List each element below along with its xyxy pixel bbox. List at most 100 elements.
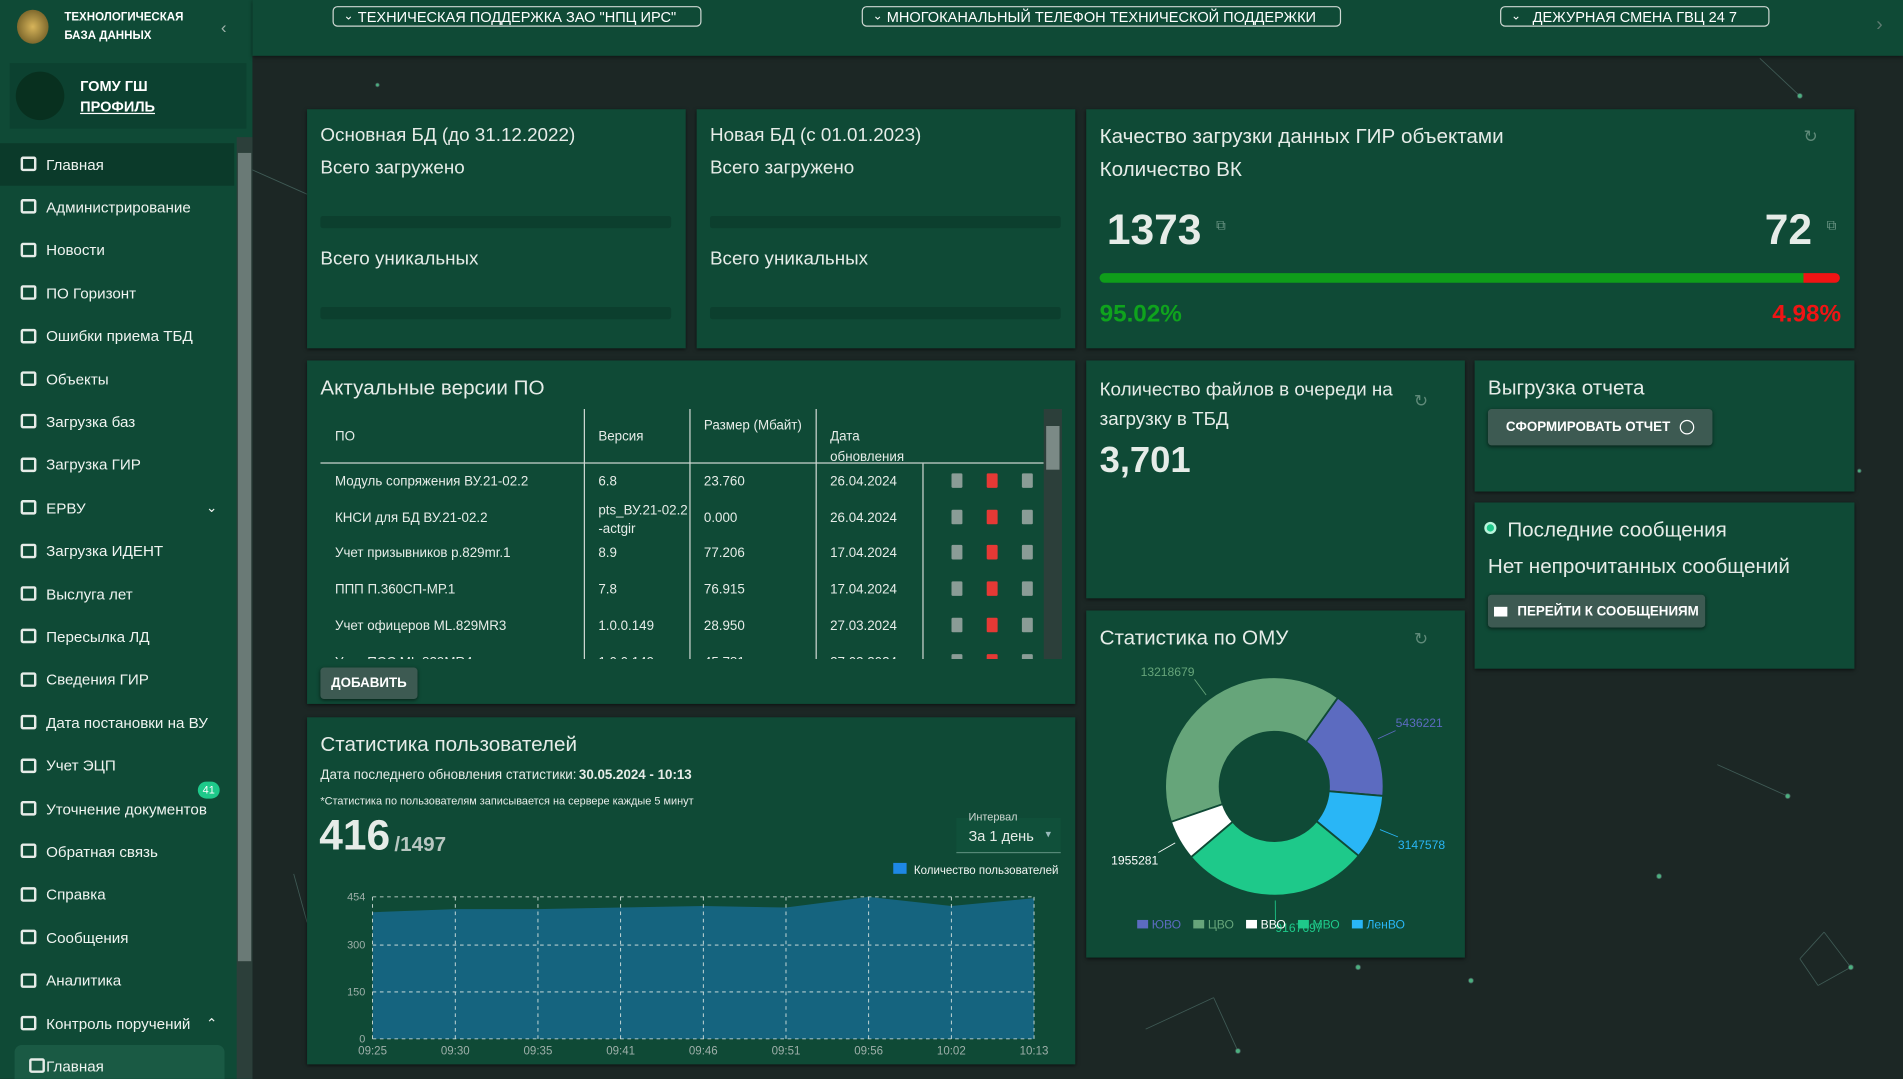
brand-text: БАЗА ДАННЫХ [64, 29, 151, 42]
edit-icon[interactable] [1022, 473, 1033, 488]
ok-percent: 95.02% [1100, 301, 1182, 329]
menu-icon [21, 930, 37, 945]
menu-label: ЕРВУ [46, 500, 86, 517]
logo [17, 10, 49, 44]
refresh-icon[interactable]: ↻ [1803, 126, 1817, 147]
menu-item[interactable]: Сведения ГИР [0, 659, 234, 701]
menu-icon [21, 543, 37, 558]
menu-item[interactable]: Контроль поручений ⌃ [0, 1002, 234, 1044]
menu-item[interactable]: Обратная связь [0, 831, 234, 873]
menu-item[interactable]: Главная [15, 1045, 225, 1079]
menu-item[interactable]: Дата постановки на ВУ [0, 702, 234, 744]
collapse-icon: ⌃ [206, 1016, 217, 1032]
menu-item[interactable]: Выслуга лет [0, 573, 234, 615]
report-button[interactable]: СФОРМИРОВАТЬ ОТЧЕТ [1488, 409, 1713, 445]
support-link[interactable]: ⌄ТЕХНИЧЕСКАЯ ПОДДЕРЖКА ЗАО "НПЦ ИРС" [333, 6, 702, 27]
sidebar: ТЕХНОЛОГИЧЕСКАЯ БАЗА ДАННЫХ ‹ ГОМУ ГШ ПРОФИЛ… [0, 0, 252, 1079]
edit-icon[interactable] [1022, 545, 1033, 560]
download-icon[interactable] [952, 509, 963, 524]
menu-icon [21, 801, 37, 816]
brand-text: ТЕХНОЛОГИЧЕСКАЯ [64, 11, 183, 24]
skeleton-bar [710, 216, 1061, 228]
user-name: ГОМУ ГШ [80, 78, 148, 95]
refresh-icon[interactable]: ↻ [1414, 391, 1428, 412]
menu-item[interactable]: Объекты [0, 358, 234, 400]
card-title: Выгрузка отчета [1488, 376, 1645, 400]
support-link-label: ТЕХНИЧЕСКАЯ ПОДДЕРЖКА ЗАО "НПЦ ИРС" [358, 8, 676, 25]
mail-icon [1494, 606, 1507, 616]
delete-icon[interactable] [987, 581, 998, 596]
table-cell: 28.950 [704, 618, 816, 636]
menu-item[interactable]: Учет ЭЦП [0, 745, 234, 787]
support-link[interactable]: ⌄ДЕЖУРНАЯ СМЕНА ГВЦ 24 7 [1500, 6, 1769, 27]
users-card: Статистика пользователейДата последнего … [307, 717, 1075, 1064]
table-cell: Учет призывников р.829mr.1 [335, 545, 584, 563]
menu-icon [21, 1016, 37, 1031]
table-cell: 45.781 [704, 654, 816, 659]
collapse-button[interactable]: ‹ [221, 17, 227, 36]
support-link[interactable]: ⌄МНОГОКАНАЛЬНЫЙ ТЕЛЕФОН ТЕХНИЧЕСКОЙ ПОДД… [862, 6, 1341, 27]
menu-item[interactable]: Загрузка ГИР [0, 444, 234, 486]
menu-item[interactable]: Ошибки приема ТБД [0, 315, 234, 357]
menu-item[interactable]: Администрирование [0, 186, 234, 228]
messages-button[interactable]: ПЕРЕЙТИ К СООБЩЕНИЯМ [1488, 595, 1705, 628]
delete-icon[interactable] [987, 654, 998, 659]
vk-count: 72 [1765, 206, 1812, 255]
table-cell: Учет ПСС ML.829MR4 [335, 654, 584, 659]
interval-label: Интервал [968, 811, 1017, 823]
edit-icon[interactable] [1022, 654, 1033, 659]
edit-icon[interactable] [1022, 581, 1033, 596]
db-card: Новая БД (с 01.01.2023)Всего загруженоВс… [697, 109, 1076, 348]
card-title: Новая БД (с 01.01.2023) [710, 125, 921, 147]
interval-select[interactable]: За 1 день▾ [956, 818, 1060, 853]
note: *Статистика по пользователям записываетс… [320, 795, 693, 807]
card-title: Статистика по ОМУ [1100, 626, 1289, 650]
delete-icon[interactable] [987, 618, 998, 633]
download-icon[interactable] [952, 618, 963, 633]
menu-label: Контроль поручений [46, 1015, 190, 1032]
menu-icon [21, 328, 37, 343]
table-cell: 7.8 [598, 581, 689, 599]
table-cell: 1.0.0.149 [598, 618, 689, 636]
download-icon[interactable] [952, 581, 963, 596]
table-cell: 27.03.2024 [830, 618, 922, 636]
profile-link[interactable]: ПРОФИЛЬ [80, 98, 155, 115]
menu-item[interactable]: Главная [0, 143, 234, 185]
add-button[interactable]: ДОБАВИТЬ [320, 668, 417, 700]
menu-item[interactable]: Новости [0, 229, 234, 271]
menu-item[interactable]: Сообщения [0, 917, 234, 959]
menu-item[interactable]: ПО Горизонт [0, 272, 234, 314]
table-cell: 17.04.2024 [830, 545, 922, 563]
download-icon[interactable] [952, 473, 963, 488]
bad-bar [1803, 273, 1840, 283]
menu-label: Загрузка ИДЕНТ [46, 543, 163, 560]
menu-item[interactable]: Справка [0, 874, 234, 916]
table-cell: 77.206 [704, 545, 816, 563]
next-arrow[interactable]: › [1876, 15, 1882, 37]
delete-icon[interactable] [987, 545, 998, 560]
download-icon[interactable] [952, 545, 963, 560]
support-link-label: ДЕЖУРНАЯ СМЕНА ГВЦ 24 7 [1533, 8, 1737, 25]
menu-label: Аналитика [46, 972, 121, 989]
menu-item[interactable]: Загрузка ИДЕНТ [0, 530, 234, 572]
edit-icon[interactable] [1022, 509, 1033, 524]
menu-icon [21, 973, 37, 988]
menu-item[interactable]: Пересылка ЛД [0, 616, 234, 658]
ok-bar [1100, 273, 1803, 283]
delete-icon[interactable] [987, 509, 998, 524]
menu-icon [21, 672, 37, 687]
download-icon[interactable] [952, 654, 963, 659]
table-cell: 17.04.2024 [830, 581, 922, 599]
skeleton-bar [320, 216, 671, 228]
menu-item[interactable]: ЕРВУ⌄ [0, 487, 234, 529]
menu-label: Администрирование [46, 199, 191, 216]
menu-item[interactable]: Загрузка баз [0, 401, 234, 443]
delete-icon[interactable] [987, 473, 998, 488]
button-icon [1680, 420, 1695, 435]
refresh-icon[interactable]: ↻ [1414, 629, 1428, 650]
menu-label: Новости [46, 242, 105, 259]
menu-item[interactable]: Аналитика [0, 960, 234, 1002]
card-title: Последние сообщения [1507, 518, 1726, 542]
edit-icon[interactable] [1022, 618, 1033, 633]
